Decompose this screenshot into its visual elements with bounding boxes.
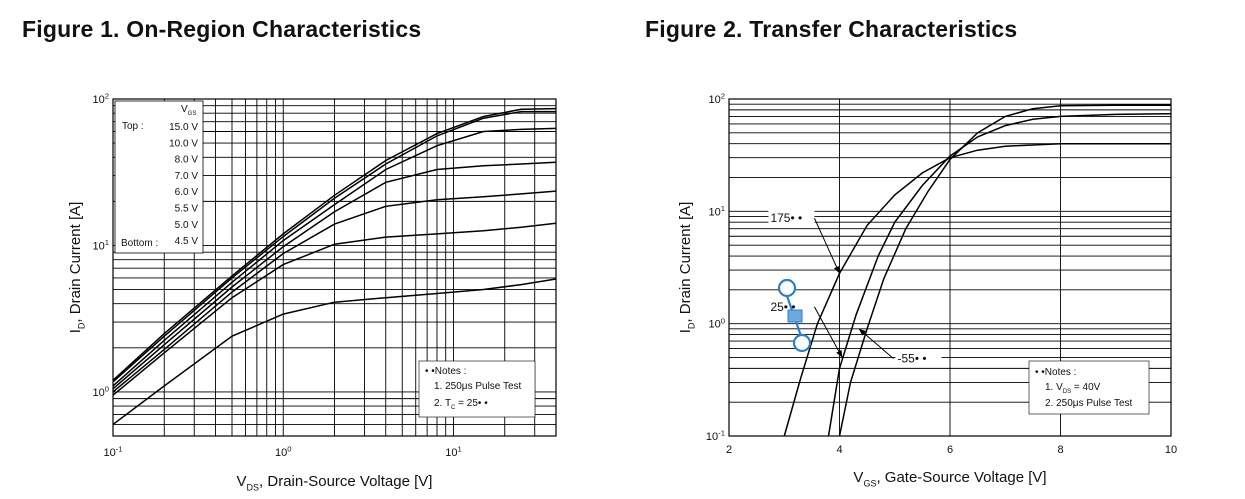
figure-2-frame xyxy=(728,98,1172,437)
figure-2-annotation-arrow xyxy=(813,306,843,358)
figure-2-annotation-arrow xyxy=(858,328,894,360)
figure-1-series-line xyxy=(113,278,556,425)
figure-2-title: Figure 2. Transfer Characteristics xyxy=(645,16,1018,42)
figure-2-annotation-bg xyxy=(768,210,815,227)
figure-1-legend-entry: 5.0 V xyxy=(175,220,199,231)
figure-1-legend-entry: 4.5 V xyxy=(175,236,199,247)
figure-1-legend-entry: 6.0 V xyxy=(175,187,199,198)
figure-2-notes-line2: 2. 250μs Pulse Test xyxy=(1045,398,1133,409)
figure-2-series-line xyxy=(783,142,1171,436)
figure-1-x-tick-label: 100 xyxy=(275,445,292,459)
figure-2-annotation-arrowhead xyxy=(836,349,843,358)
figure-1-x-tick-label: 10-1 xyxy=(103,445,122,459)
figure-1-series-line xyxy=(113,161,556,390)
figure-2-notes-box xyxy=(1028,360,1150,415)
figure-1-legend-entry: 7.0 V xyxy=(175,171,199,182)
figure-1-series-line xyxy=(113,110,556,383)
figure-1-title: Figure 1. On-Region Characteristics xyxy=(22,16,422,42)
figure-1-y-tick-label: 101 xyxy=(92,238,109,252)
figure-2-annotation-bg xyxy=(895,350,942,367)
figure-1-y-axis-label: ID, Drain Current [A] xyxy=(67,202,87,334)
figure-2-x-axis-label: VGS, Gate-Source Voltage [V] xyxy=(853,469,1046,489)
figure-1-series-line xyxy=(113,107,556,381)
figure-2-annotation-arrowhead xyxy=(833,265,840,274)
figure-1-legend-entry: 15.0 V xyxy=(169,122,198,133)
figure-1-y-tick-label: 102 xyxy=(92,92,109,106)
figure-1-notes-line1: 1. 250μs Pulse Test xyxy=(434,381,522,392)
figure-1-series-line xyxy=(113,127,556,387)
figure-2-y-tick-label: 100 xyxy=(708,316,725,330)
figure-1-x-axis-label: VDS, Drain-Source Voltage [V] xyxy=(237,473,433,493)
figure-2-y-axis-label: ID, Drain Current [A] xyxy=(677,202,697,334)
figure-2-y-tick-label: 101 xyxy=(708,204,725,218)
figure-1-frame xyxy=(112,98,557,437)
figure-1-plot: Top : Bottom : 15.0 V 10.0 V 8.0 V 7.0 V 6.0 V… xyxy=(112,98,557,437)
figure-2-annotation-label: -55• • xyxy=(898,352,927,366)
figure-2-x-tick-label: 8 xyxy=(1057,444,1063,456)
figure-1-series-line xyxy=(113,190,556,393)
figure-2-x-tick-label: 10 xyxy=(1165,444,1177,456)
figure-1-series xyxy=(113,107,556,425)
figure-1-legend-entry: 10.0 V xyxy=(169,138,198,149)
figure-2-series-line xyxy=(838,104,1171,436)
figure-2-y-tick-label: 10-1 xyxy=(706,429,725,443)
figure-2-annotation-arrow xyxy=(813,218,840,274)
figure-1-notes-box xyxy=(418,360,536,418)
figure-2-x-tick-label: 4 xyxy=(836,444,842,456)
figure-2-grid xyxy=(729,99,1171,436)
figure-2-marker-icon xyxy=(777,278,812,353)
figure-1-legend-header: VGS xyxy=(181,104,196,117)
figure-2-y-tick-label: 102 xyxy=(708,92,725,106)
figure-2-annotation-arrowhead xyxy=(858,328,867,336)
figure-1-series-line xyxy=(113,222,556,396)
figure-2-annotation-label: 175• • xyxy=(770,211,802,225)
figure-2-notes-line1: 1. VDS = 40V xyxy=(1045,382,1101,395)
figure-2-series-line xyxy=(827,112,1171,436)
figure-1-legend-entry: 5.5 V xyxy=(175,204,199,215)
figure-1-legend-entry: 8.0 V xyxy=(175,155,199,166)
figure-1-legend-box xyxy=(114,100,204,254)
figure-1-legend-bottom-label: Bottom : xyxy=(121,238,158,249)
figure-2-series xyxy=(783,104,1171,436)
figure-1-y-tick-label: 100 xyxy=(92,385,109,399)
figure-1-legend-top-label: Top : xyxy=(122,121,144,132)
figure-2-x-tick-label: 6 xyxy=(947,444,953,456)
figure-2-notes-heading: • •Notes : xyxy=(1035,367,1076,378)
figure-2-x-tick-label: 2 xyxy=(726,444,732,456)
figure-1-notes-line2: 2. TC = 25• • xyxy=(434,398,488,411)
figure-1-x-tick-label: 101 xyxy=(445,445,462,459)
figure-1-notes-heading: • •Notes : xyxy=(425,366,466,377)
